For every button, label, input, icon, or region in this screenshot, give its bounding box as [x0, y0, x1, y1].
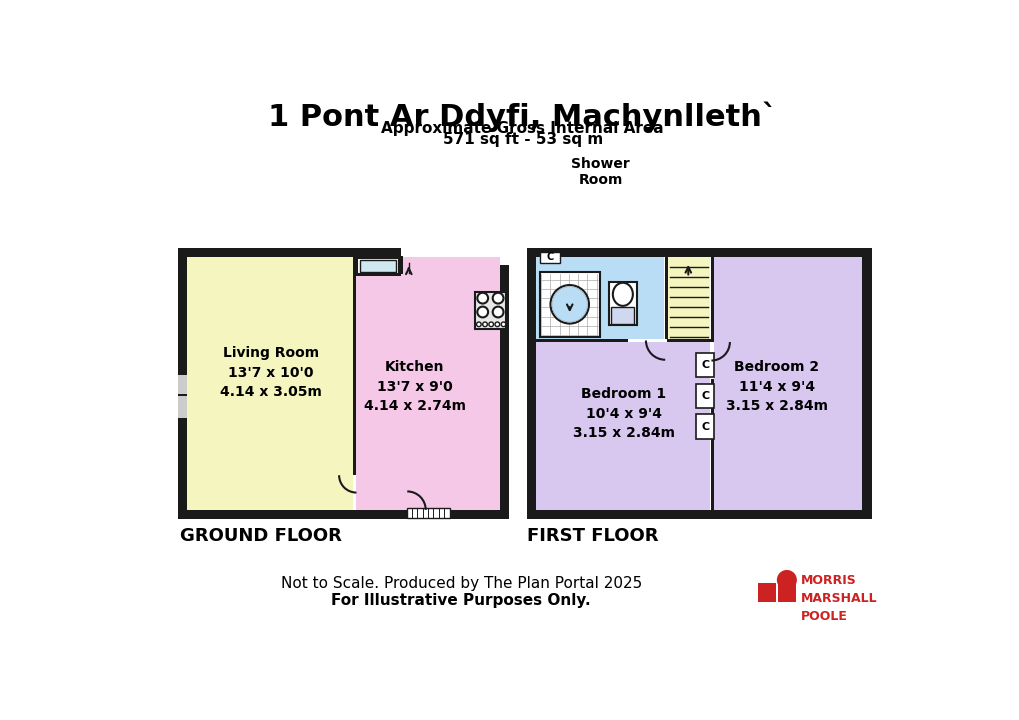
- Text: MORRIS
MARSHALL
POOLE: MORRIS MARSHALL POOLE: [800, 574, 876, 623]
- Bar: [861, 248, 870, 519]
- Polygon shape: [186, 257, 499, 510]
- Bar: [535, 341, 709, 510]
- Bar: [695, 353, 713, 377]
- Bar: [359, 260, 396, 272]
- Bar: [666, 257, 709, 341]
- Text: Bedroom 1
10'4 x 9'4
3.15 x 2.84m: Bedroom 1 10'4 x 9'4 3.15 x 2.84m: [572, 387, 674, 440]
- Bar: [712, 257, 861, 510]
- Circle shape: [482, 322, 487, 327]
- Circle shape: [492, 307, 503, 318]
- Circle shape: [550, 285, 588, 323]
- Bar: [353, 475, 356, 510]
- Circle shape: [488, 322, 493, 327]
- Bar: [399, 256, 403, 274]
- Text: C: C: [700, 360, 708, 370]
- Text: GROUND FLOOR: GROUND FLOOR: [180, 527, 341, 545]
- Circle shape: [477, 307, 488, 318]
- Bar: [695, 384, 713, 408]
- Bar: [535, 257, 663, 341]
- Text: C: C: [545, 252, 552, 262]
- Bar: [526, 248, 870, 519]
- Bar: [355, 257, 499, 274]
- Text: 571 sq ft - 53 sq m: 571 sq ft - 53 sq m: [442, 132, 602, 147]
- Text: C: C: [700, 391, 708, 401]
- Text: Kitchen
13'7 x 9'0
4.14 x 2.74m: Kitchen 13'7 x 9'0 4.14 x 2.74m: [364, 360, 466, 413]
- Bar: [610, 307, 634, 323]
- Bar: [526, 248, 535, 519]
- Bar: [757, 583, 775, 601]
- Bar: [608, 282, 636, 325]
- Bar: [407, 510, 444, 519]
- Circle shape: [477, 293, 488, 304]
- Text: C: C: [700, 422, 708, 432]
- Circle shape: [551, 287, 587, 322]
- Circle shape: [492, 293, 503, 304]
- Bar: [710, 257, 713, 510]
- Bar: [695, 415, 713, 439]
- Circle shape: [494, 322, 499, 327]
- Circle shape: [500, 322, 505, 327]
- Polygon shape: [177, 248, 508, 519]
- Bar: [355, 274, 499, 510]
- Bar: [357, 258, 398, 274]
- Bar: [355, 273, 400, 276]
- Circle shape: [776, 570, 796, 590]
- Bar: [353, 257, 356, 510]
- Bar: [526, 510, 870, 519]
- Bar: [177, 394, 186, 396]
- Bar: [776, 583, 795, 601]
- Text: 1 Pont Ar Ddyfi, Machynlleth`: 1 Pont Ar Ddyfi, Machynlleth`: [268, 102, 776, 132]
- Bar: [628, 339, 666, 342]
- Bar: [710, 342, 713, 379]
- Text: Living Room
13'7 x 10'0
4.14 x 3.05m: Living Room 13'7 x 10'0 4.14 x 3.05m: [220, 346, 322, 400]
- Text: Bedroom 2
11'4 x 9'4
3.15 x 2.84m: Bedroom 2 11'4 x 9'4 3.15 x 2.84m: [726, 360, 827, 413]
- Text: Approximate Gross Internal Area: Approximate Gross Internal Area: [381, 121, 663, 136]
- Bar: [535, 257, 861, 510]
- Ellipse shape: [612, 283, 632, 306]
- Bar: [535, 248, 667, 257]
- Text: FIRST FLOOR: FIRST FLOOR: [526, 527, 657, 545]
- Bar: [407, 508, 449, 518]
- Bar: [177, 375, 186, 418]
- Text: Not to Scale. Produced by The Plan Portal 2025: Not to Scale. Produced by The Plan Porta…: [280, 575, 641, 590]
- Bar: [710, 248, 863, 257]
- Bar: [539, 252, 559, 263]
- Bar: [664, 257, 667, 341]
- Bar: [475, 292, 505, 329]
- Bar: [535, 339, 710, 342]
- Bar: [539, 272, 599, 337]
- Text: Shower
Room: Shower Room: [571, 157, 630, 187]
- Circle shape: [476, 322, 481, 327]
- Text: For Illustrative Purposes Only.: For Illustrative Purposes Only.: [331, 593, 590, 608]
- Bar: [186, 257, 355, 510]
